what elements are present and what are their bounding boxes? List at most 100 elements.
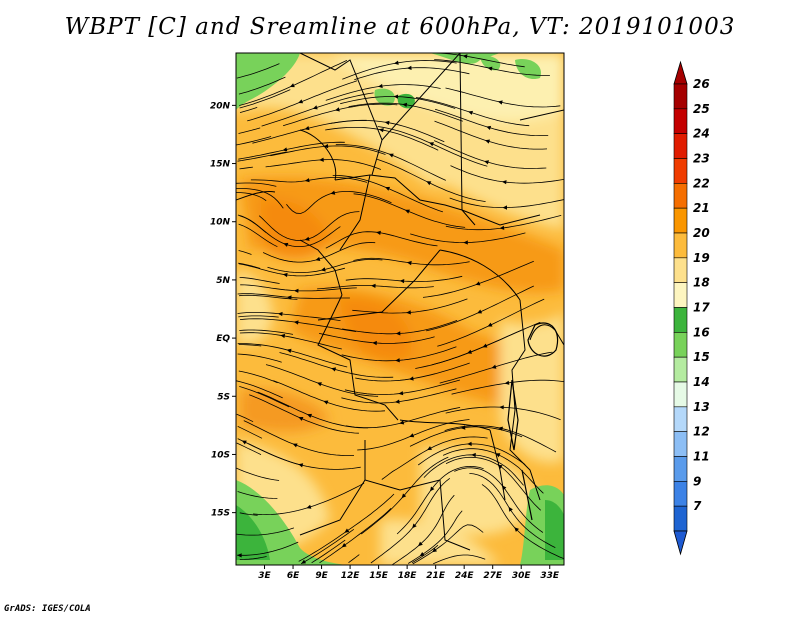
streamline-arrowhead [319,157,324,162]
lat-tick-label: 5N [216,276,230,286]
streamline [237,214,341,247]
streamline [423,454,524,486]
streamline-arrowhead [293,288,299,293]
streamline [357,419,470,451]
streamline-arrowhead [378,128,384,133]
streamline [237,312,341,321]
streamline-arrowhead [485,139,490,144]
streamline [236,136,272,146]
lon-tick-label: 33E [540,571,560,581]
streamline-arrowhead [395,331,401,336]
streamline-arrowhead [467,349,472,354]
streamline [239,512,258,516]
streamline-arrowhead [477,309,483,314]
colorbar-label: 23 [693,152,710,166]
colorbar-label: 22 [693,176,710,190]
streamline [237,491,278,499]
streamline-arrowhead [384,120,390,125]
streamline-arrowhead [330,190,336,195]
streamline-arrowhead [292,443,298,448]
streamline-arrowhead [304,236,310,241]
streamline-arrowhead [304,178,310,183]
lon-tick-label: 12E [341,571,361,581]
lat-tick-label: 5S [217,392,230,402]
streamline [238,315,279,318]
streamline-arrowhead [482,343,488,348]
streamline-arrowhead [280,333,286,339]
streamline-arrowhead [409,433,415,438]
streamline-arrowhead [406,310,411,315]
colorbar: 26 25 24 23 22 21 20 19 18 17 16 15 14 13 12 11 9 7 [673,60,710,556]
streamline-arrowhead [418,541,423,547]
streamline [286,191,392,214]
streamline [238,76,286,95]
streamline-arrowhead [398,391,404,396]
colorbar-label: 15 [693,350,710,364]
colorbar-label: 26 [693,77,710,91]
streamline-arrowhead [298,99,304,104]
streamline-arrowhead [277,311,283,317]
streamline [236,442,262,455]
streamline-arrowhead [429,142,434,147]
streamline [239,277,280,284]
streamline-arrowhead [293,320,299,325]
streamline [238,223,278,248]
colorbar-label: 18 [693,276,710,290]
streamline [237,541,299,556]
streamline-arrowhead [241,440,247,445]
lat-tick-label: 10S [211,450,230,460]
streamline-arrowhead [475,281,481,286]
colorbar-label: 13 [693,400,710,414]
streamline [435,53,525,68]
streamline-arrowhead [301,559,306,564]
colorbar-over-triangle [673,60,688,85]
streamline-arrowhead [399,279,405,284]
streamline [300,528,355,565]
colorbar-label: 19 [693,251,710,265]
lon-tick-label: 3E [258,571,271,581]
colorbar-swatch [673,332,688,358]
lat-tick-label: 10N [210,218,231,228]
streamline-arrowhead [237,553,242,558]
lon-tick-label: 30E [512,571,532,581]
streamline-arrowhead [412,523,417,529]
colorbar-label: 21 [693,201,710,215]
streamline-arrowhead [388,153,394,158]
streamline-arrowhead [502,205,507,210]
streamline-arrowhead [514,527,519,532]
lat-tick-label: 20N [210,101,231,111]
latitude-axis: 20N 15N 10N 5N EQ 5S 10S 15S [210,101,236,519]
streamline [238,344,262,347]
streamline [238,370,278,384]
streamline [239,166,253,170]
streamline-arrowhead [497,100,503,105]
lat-tick-label: EQ [216,334,230,344]
streamline [237,343,348,368]
streamline-arrowhead [427,446,432,451]
streamline [377,126,488,167]
colorbar-swatch [673,108,688,134]
streamline-arrowhead [393,94,399,99]
streamline [392,494,455,565]
colorbar-swatch [673,232,688,259]
streamline-arrowhead [498,426,503,431]
streamline-arrowhead [419,552,425,557]
streamline-arrowhead [283,242,289,247]
streamline-arrowhead [282,272,288,278]
colorbar-label: 12 [693,425,710,439]
streamline-arrowhead [467,441,472,446]
streamline [236,467,280,481]
streamline [236,380,283,399]
streamline [236,182,277,187]
streamline [237,353,282,363]
streamline-arrowhead [399,420,405,425]
colorbar-swatch [673,307,688,333]
colorbar-swatch [673,356,688,383]
streamline [238,141,345,160]
lon-tick-label: 27E [483,571,503,581]
colorbar-label: 20 [693,226,710,240]
streamline [317,285,434,290]
colorbar-swatch [673,505,688,532]
streamline-arrowhead [315,256,321,261]
streamline-arrowhead [406,260,412,266]
